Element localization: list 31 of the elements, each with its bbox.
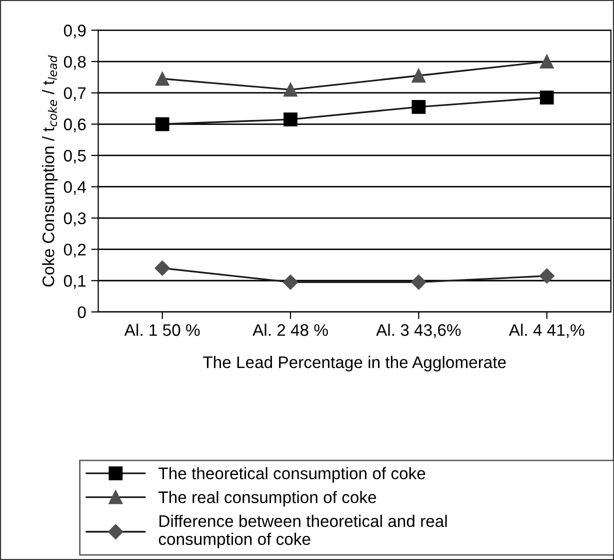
x-tick-label: Al. 1 50 % — [124, 324, 200, 336]
y-tick-label: 0,5 — [64, 150, 86, 164]
point — [155, 117, 170, 132]
y-tick-label: 0,8 — [64, 56, 86, 70]
y-axis-title: Coke Consumption / t$_{coke}$ / t$_{lead}$ — [42, 55, 58, 286]
point — [284, 82, 298, 97]
x-tick-label: Al. 2 48 % — [252, 324, 328, 336]
y-tick-label: 0,2 — [64, 244, 86, 258]
point — [155, 72, 170, 86]
x-tick-label: Al. 3 43,6% — [376, 324, 461, 338]
point — [540, 90, 554, 104]
y-tick-label: 0,9 — [64, 24, 86, 38]
x-axis-title: The Lead Percentage in the Agglomerate — [203, 356, 506, 372]
point — [539, 268, 554, 284]
x-tick-label: Al. 4 41,% — [508, 324, 584, 338]
y-tick-label: 0,3 — [64, 212, 86, 226]
legend-label: The theoretical consumption of coke — [158, 467, 426, 483]
point — [284, 112, 298, 126]
y-tick-label: 0 — [78, 306, 86, 318]
y-tick-label: 0,7 — [64, 87, 86, 102]
y-tick-label: 0,6 — [64, 118, 86, 132]
y-tick-label: 0,1 — [64, 275, 86, 289]
legend-label: The real consumption of coke — [158, 490, 376, 506]
legend-label: Difference between theoretical and real consumption of coke — [158, 514, 447, 548]
point — [282, 274, 298, 290]
point — [154, 260, 170, 276]
point — [412, 68, 426, 83]
point — [411, 274, 426, 290]
point — [540, 54, 554, 68]
point — [412, 100, 426, 114]
y-tick-label: 0,4 — [64, 181, 86, 195]
